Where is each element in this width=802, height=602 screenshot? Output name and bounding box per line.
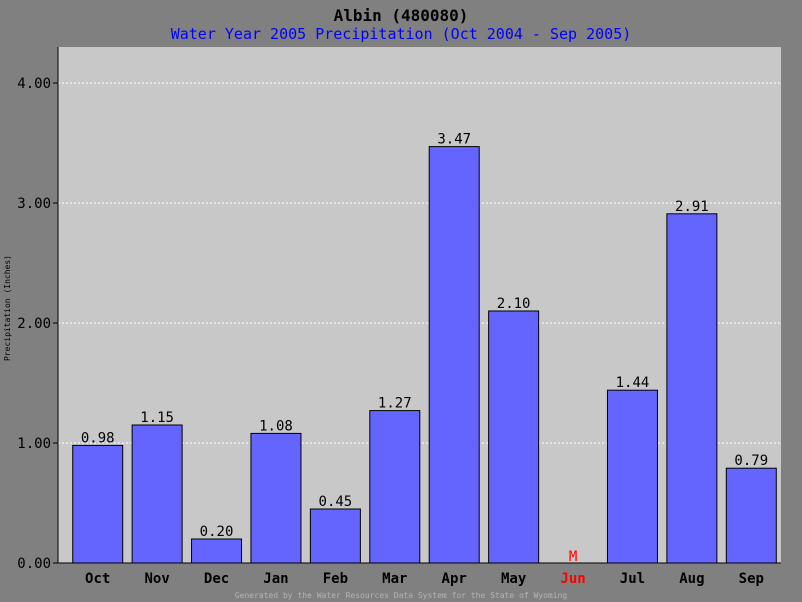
bar-mar bbox=[369, 410, 421, 564]
value-label-aug: 2.91 bbox=[675, 199, 709, 215]
bar-oct bbox=[72, 444, 124, 564]
x-tick-label-feb: Feb bbox=[323, 571, 348, 587]
value-label-feb: 0.45 bbox=[319, 494, 353, 510]
x-tick-label-jan: Jan bbox=[263, 571, 288, 587]
bar-feb bbox=[309, 508, 361, 564]
value-labels: 0.98 1.15 0.20 1.08 0.45 1.27 3.47 2.10 M 1.44 2.9… bbox=[81, 132, 768, 565]
bar-dec bbox=[191, 538, 243, 564]
bar-nov bbox=[131, 424, 183, 564]
x-tick-label-aug: Aug bbox=[679, 571, 704, 587]
chart-subtitle: Water Year 2005 Precipitation (Oct 2004 … bbox=[171, 25, 632, 43]
x-tick-label-apr: Apr bbox=[442, 571, 467, 587]
value-label-mar: 1.27 bbox=[378, 396, 412, 412]
bar-apr bbox=[428, 146, 480, 564]
x-tick-label-dec: Dec bbox=[204, 571, 229, 587]
x-tick-label-may: May bbox=[501, 571, 527, 587]
y-tick-label: 2.00 bbox=[17, 316, 51, 332]
x-tick-label-nov: Nov bbox=[144, 571, 169, 587]
y-axis-title: Precipitation (Inches) bbox=[3, 255, 12, 361]
y-tick-label: 1.00 bbox=[17, 436, 51, 452]
value-label-nov: 1.15 bbox=[140, 410, 174, 426]
x-tick-label-jun: Jun bbox=[560, 571, 585, 587]
value-label-jul: 1.44 bbox=[616, 375, 650, 391]
x-tick-label-sep: Sep bbox=[739, 571, 764, 587]
x-tick-label-jul: Jul bbox=[620, 571, 645, 587]
y-tick-label: 4.00 bbox=[17, 76, 51, 92]
bar-aug bbox=[666, 213, 718, 564]
y-tick-label: 3.00 bbox=[17, 196, 51, 212]
x-axis: Oct Nov Dec Jan Feb Mar Apr May Jun Jul Aug Sep bbox=[58, 562, 781, 587]
value-label-oct: 0.98 bbox=[81, 430, 115, 446]
value-label-dec: 0.20 bbox=[200, 524, 234, 540]
y-axis: 0.00 1.00 2.00 3.00 4.00 bbox=[17, 47, 59, 572]
bar-sep bbox=[725, 467, 777, 564]
x-tick-label-oct: Oct bbox=[85, 571, 110, 587]
footer-credit: Generated by the Water Resources Data Sy… bbox=[235, 591, 568, 600]
chart-title: Albin (480080) bbox=[334, 6, 469, 25]
value-label-sep: 0.79 bbox=[734, 453, 768, 469]
bar-may bbox=[488, 310, 540, 564]
y-tick-label: 0.00 bbox=[17, 556, 51, 572]
value-label-jan: 1.08 bbox=[259, 418, 293, 434]
value-label-may: 2.10 bbox=[497, 296, 531, 312]
missing-label-jun: M bbox=[569, 549, 577, 565]
bar-jul bbox=[606, 389, 658, 564]
x-tick-label-mar: Mar bbox=[382, 571, 407, 587]
value-label-apr: 3.47 bbox=[437, 132, 471, 148]
bar-jan bbox=[250, 432, 302, 564]
